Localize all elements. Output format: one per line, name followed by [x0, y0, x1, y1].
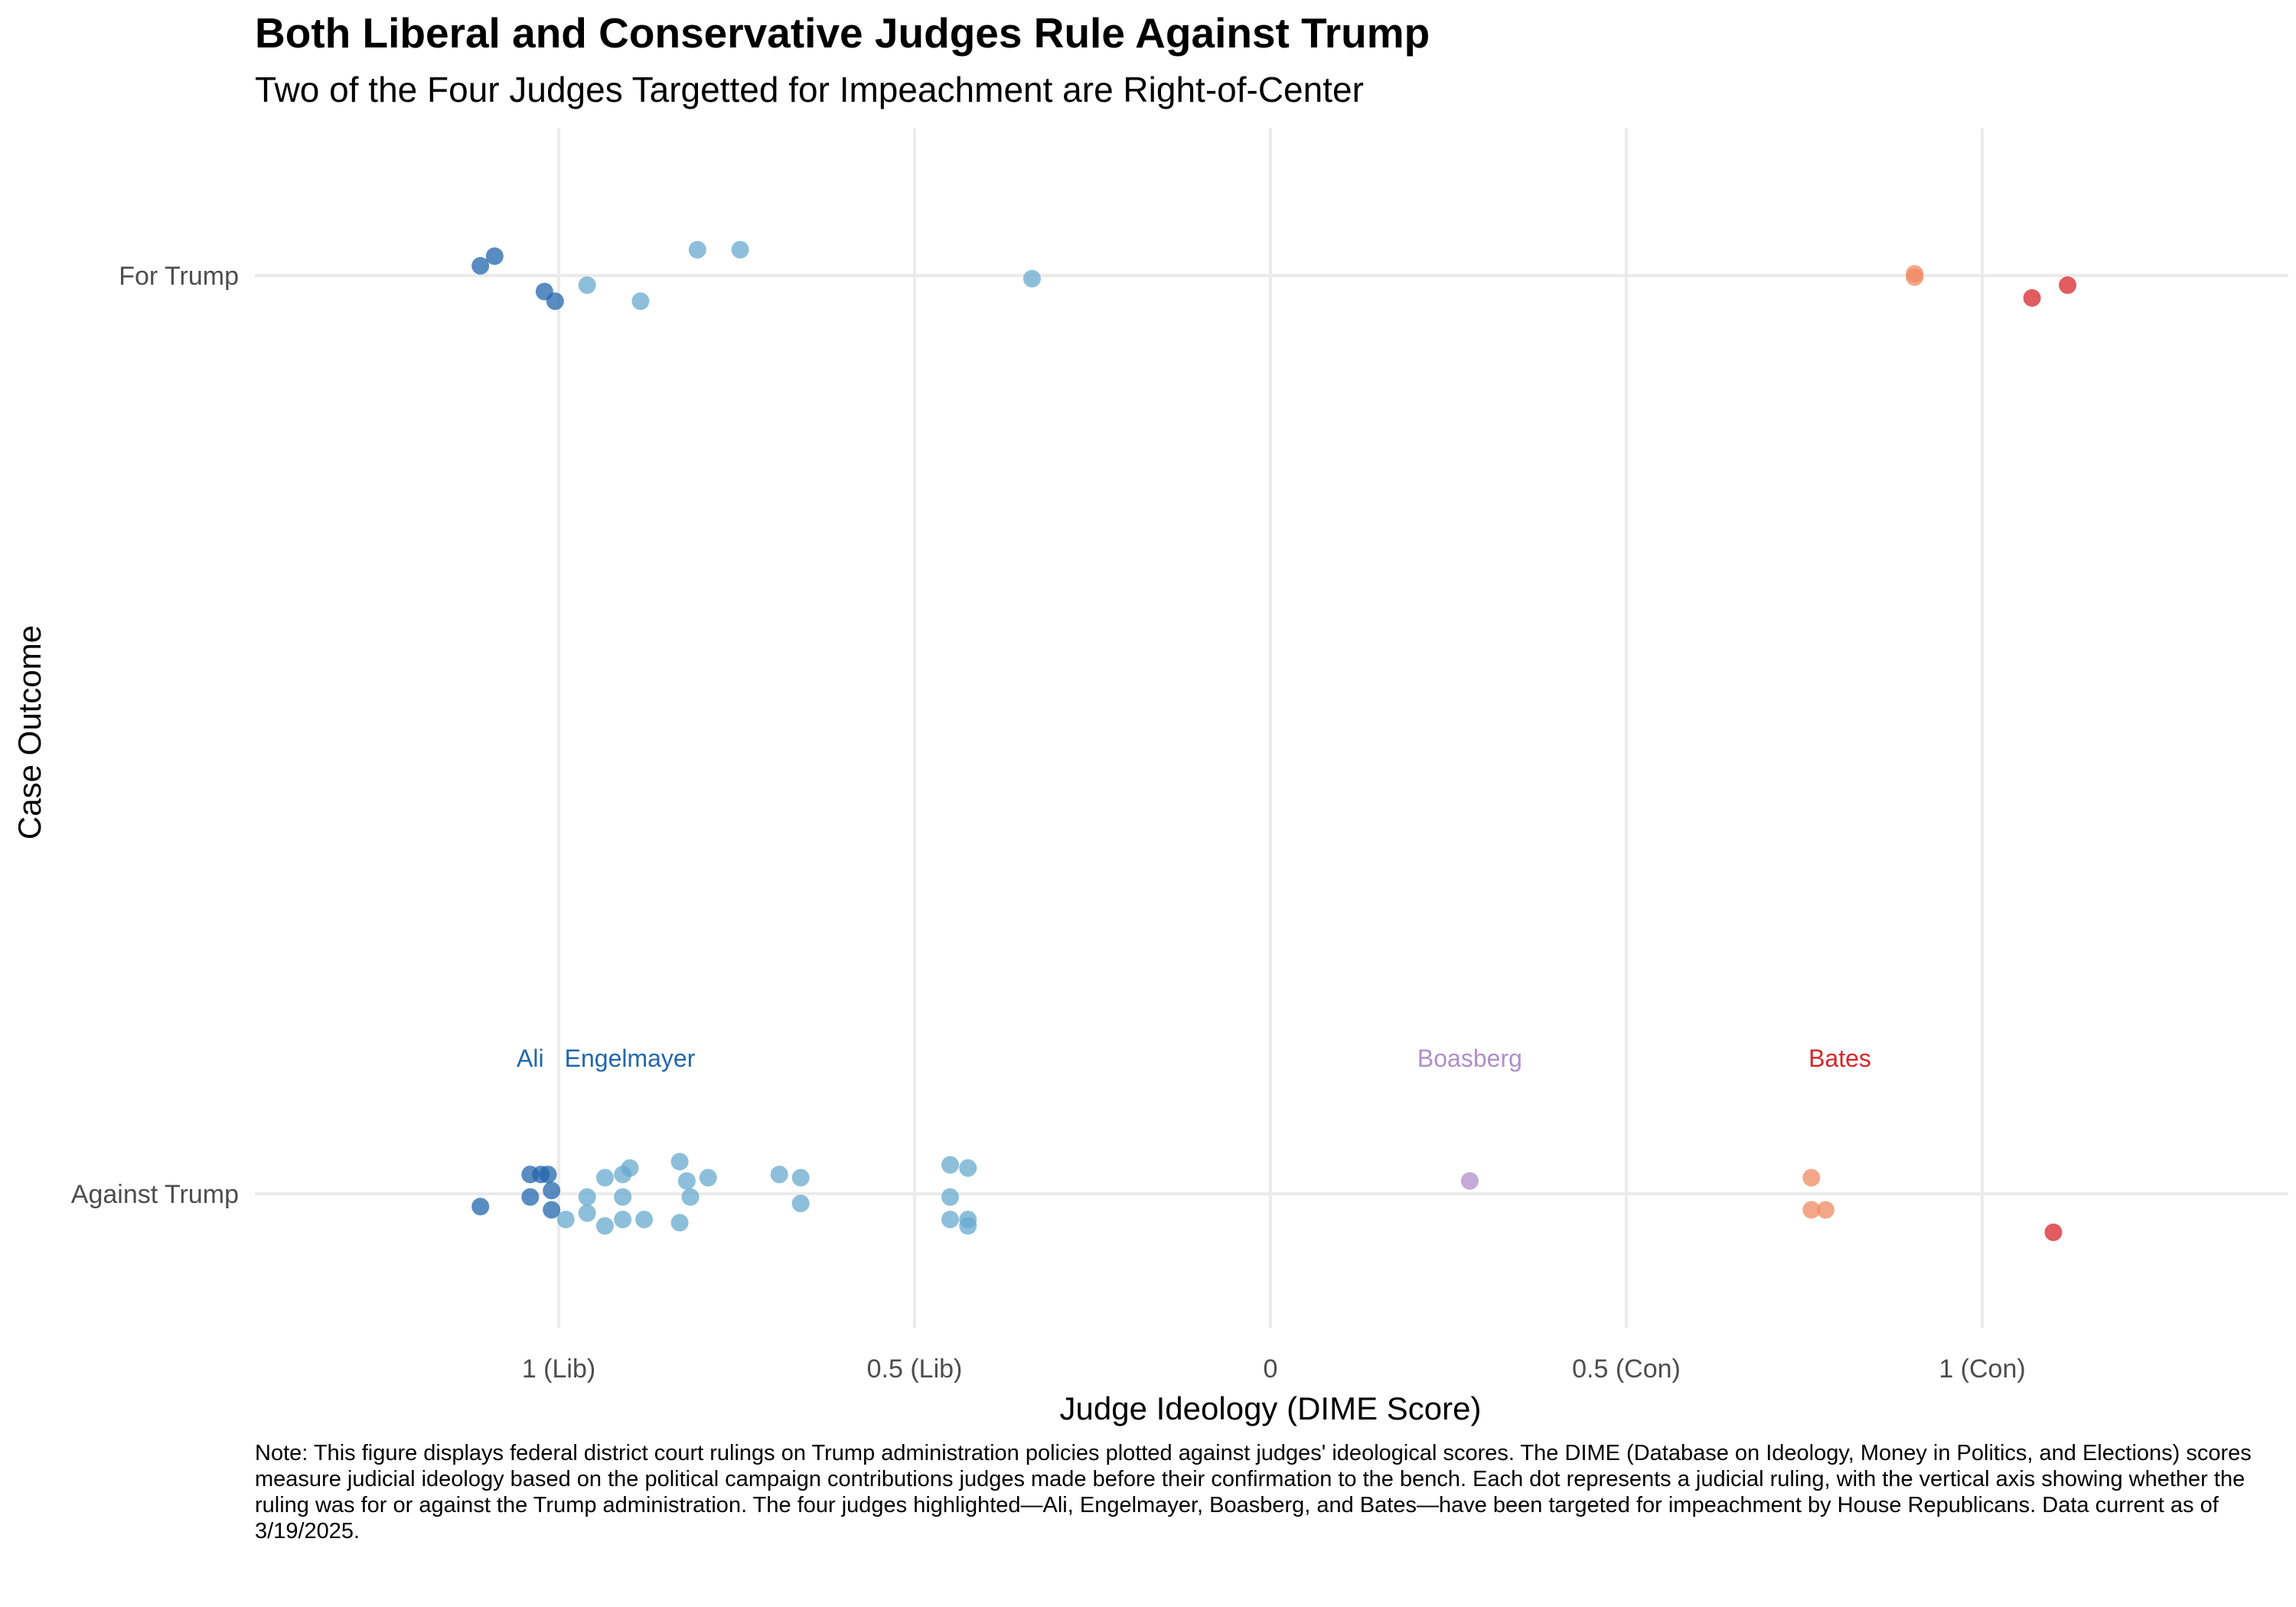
ruling-point: [1022, 269, 1041, 288]
ruling-point: [1816, 1201, 1835, 1219]
ruling-point: [941, 1156, 959, 1174]
ruling-point: [677, 1172, 696, 1190]
ruling-point: [941, 1211, 959, 1229]
judge-label-engelmayer: Engelmayer: [565, 1045, 696, 1072]
ruling-point: [543, 1182, 561, 1200]
ruling-point: [595, 1169, 614, 1187]
x-axis-tick-labels: 1 (Lib) 0.5 (Lib) 0 0.5 (Con) 1 (Con): [522, 1354, 2026, 1384]
ruling-point: [1802, 1169, 1821, 1187]
ruling-point: [546, 292, 564, 311]
ruling-point: [578, 1204, 596, 1222]
judge-label-ali: Ali: [517, 1045, 544, 1072]
ruling-point: [485, 247, 504, 266]
ruling-point: [471, 256, 490, 275]
ruling-point: [791, 1195, 810, 1213]
x-tick-label: 1 (Lib): [522, 1354, 595, 1384]
judge-label-bates: Bates: [1808, 1045, 1871, 1072]
x-tick-label: 0.5 (Con): [1572, 1354, 1681, 1384]
chart-title: Both Liberal and Conservative Judges Rul…: [255, 9, 1430, 57]
ruling-point: [578, 276, 596, 295]
x-tick-label: 1 (Con): [1939, 1354, 2025, 1384]
ruling-point: [1906, 268, 1924, 286]
ruling-point: [595, 1217, 614, 1235]
ruling-point: [1802, 1201, 1821, 1219]
y-tick-label: For Trump: [119, 262, 239, 291]
ruling-point: [731, 240, 749, 259]
ruling-point: [1460, 1172, 1479, 1190]
ruling-point: [959, 1217, 977, 1235]
x-tick-label: 0.5 (Lib): [867, 1354, 963, 1384]
judge-label-boasberg: Boasberg: [1417, 1045, 1522, 1072]
x-tick-label: 0: [1264, 1354, 1278, 1384]
y-tick-label: Against Trump: [71, 1180, 239, 1209]
ruling-point: [543, 1201, 561, 1219]
judge-annotations: Ali Engelmayer Boasberg Bates: [517, 1045, 1871, 1072]
x-axis-title: Judge Ideology (DIME Score): [1060, 1390, 1482, 1426]
ruling-point: [791, 1169, 810, 1187]
y-axis-title: Case Outcome: [11, 625, 47, 839]
chart-subtitle: Two of the Four Judges Targetted for Imp…: [255, 70, 1364, 109]
ruling-point: [941, 1188, 959, 1206]
ruling-point: [2044, 1223, 2063, 1241]
ruling-point: [2059, 276, 2077, 295]
ruling-point: [578, 1188, 596, 1206]
ruling-point: [681, 1188, 700, 1206]
ruling-point: [688, 240, 706, 259]
ruling-point: [521, 1188, 540, 1206]
ruling-point: [631, 292, 650, 311]
ruling-point: [670, 1214, 689, 1232]
ruling-point: [670, 1152, 689, 1171]
ruling-point: [539, 1165, 557, 1184]
figure-note: Note: This figure displays federal distr…: [255, 1441, 2252, 1543]
y-axis-tick-labels: For Trump Against Trump: [71, 262, 239, 1209]
ruling-point: [614, 1188, 632, 1206]
ruling-point: [2023, 288, 2041, 307]
ruling-point: [621, 1159, 639, 1177]
ruling-point: [471, 1198, 490, 1216]
ruling-point: [959, 1159, 977, 1177]
data-points: [471, 240, 2077, 1241]
ruling-point: [635, 1211, 654, 1229]
ruling-point: [556, 1211, 575, 1229]
ruling-point: [614, 1211, 632, 1229]
ruling-point: [699, 1169, 717, 1187]
ruling-point: [770, 1165, 788, 1184]
